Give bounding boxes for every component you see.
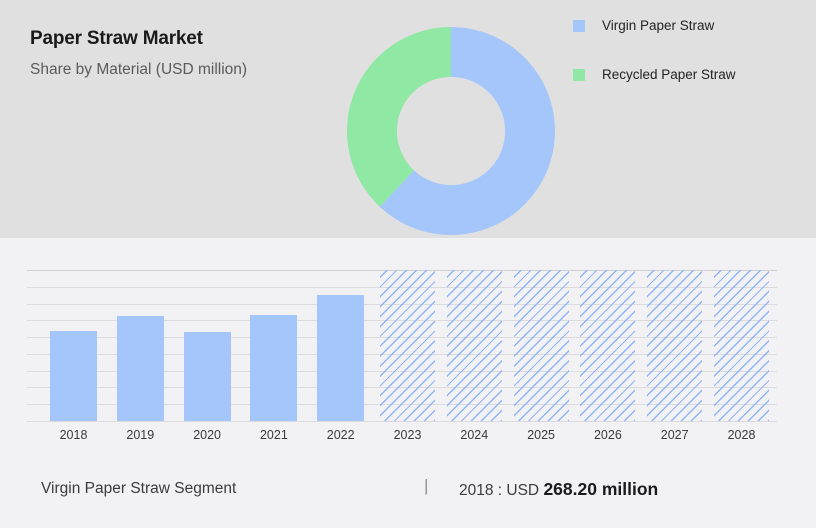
- bar-forecast[interactable]: [714, 270, 769, 421]
- bar-chart-plot-area: [27, 270, 777, 422]
- x-axis-tick-label: 2020: [193, 428, 221, 442]
- x-axis-tick-label: 2026: [593, 428, 622, 442]
- page-title: Paper Straw Market: [30, 28, 203, 49]
- footer-value-amount: 268.20 million: [543, 479, 659, 499]
- bar-forecast[interactable]: [647, 270, 703, 421]
- footer-divider: |: [424, 476, 429, 495]
- x-axis-tick-label: 2027: [660, 428, 689, 442]
- legend-item-recycled[interactable]: Recycled Paper Straw: [573, 65, 808, 84]
- bar-forecast[interactable]: [446, 270, 502, 421]
- donut-chart: [345, 25, 557, 237]
- donut-chart-svg: [346, 27, 555, 235]
- x-axis-tick-label: 2025: [527, 428, 555, 442]
- x-axis-tick-label: 2023: [393, 428, 422, 442]
- title-block: Paper Straw Market Share by Material (US…: [30, 28, 247, 79]
- bar-chart-section: 2018 2019 2020 2021 2022 2023 2024 2025 2026 2027…: [0, 238, 816, 453]
- bar[interactable]: [250, 314, 298, 421]
- square-swatch-icon: [573, 68, 585, 81]
- legend-item-label: Recycled Paper Straw: [602, 67, 736, 82]
- bar[interactable]: [317, 295, 365, 421]
- x-axis-tick-label: 2019: [126, 428, 155, 442]
- legend-item-virgin[interactable]: Virgin Paper Straw: [573, 16, 808, 35]
- legend-item-label: Virgin Paper Straw: [602, 18, 715, 33]
- x-axis-tick-label: 2022: [326, 428, 355, 442]
- page-subtitle: Share by Material (USD million): [30, 61, 248, 78]
- header-band: Paper Straw Market Share by Material (US…: [0, 0, 816, 238]
- chart-legend: Virgin Paper Straw Recycled Paper Straw: [573, 16, 808, 114]
- donut-slice[interactable]: [379, 27, 555, 235]
- x-axis-tick-label: 2021: [259, 428, 288, 442]
- x-axis-tick-label: 2024: [460, 428, 489, 442]
- footer-value-prefix: 2018 : USD: [459, 482, 540, 499]
- square-swatch-icon: [573, 19, 585, 32]
- bar-forecast[interactable]: [380, 270, 435, 421]
- footer-value: 2018 : USD 268.20 million: [459, 479, 658, 500]
- bar[interactable]: [183, 332, 231, 421]
- donut-slice[interactable]: [346, 27, 451, 207]
- bar-forecast[interactable]: [513, 270, 569, 421]
- bar-forecast[interactable]: [580, 270, 636, 421]
- x-axis-tick-label: 2018: [59, 428, 88, 442]
- footer-segment-label: Virgin Paper Straw Segment: [41, 480, 237, 497]
- bar[interactable]: [50, 331, 97, 421]
- x-axis-labels: 2018 2019 2020 2021 2022 2023 2024 2025 2026 2027…: [27, 428, 777, 448]
- x-axis-tick-label: 2028: [727, 428, 756, 442]
- bar[interactable]: [116, 315, 164, 421]
- gridline: [27, 421, 777, 422]
- footer: Virgin Paper Straw Segment | 2018 : USD …: [0, 453, 816, 528]
